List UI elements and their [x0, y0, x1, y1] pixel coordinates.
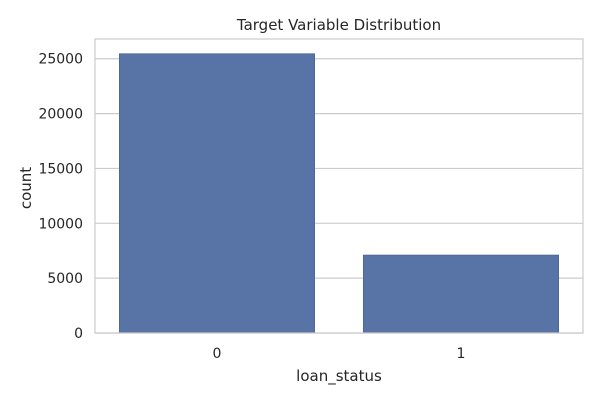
bar-1 [362, 254, 559, 334]
y-tick-label: 25000 [38, 52, 83, 68]
y-tick-label: 10000 [38, 216, 83, 232]
x-axis-title: loan_status [296, 367, 382, 386]
bar-0 [119, 53, 315, 334]
plot-frame [94, 38, 584, 334]
y-axis-title: count [17, 167, 35, 209]
x-tick-label: 0 [213, 346, 222, 362]
bars [119, 53, 559, 334]
y-tick-label: 0 [74, 326, 83, 342]
x-tick-label: 1 [457, 346, 466, 362]
y-tick-labels: 0 5000 10000 15000 20000 25000 [38, 52, 83, 342]
y-tick-label: 15000 [38, 161, 83, 177]
y-tick-label: 20000 [38, 107, 83, 123]
y-tick-label: 5000 [47, 271, 83, 287]
chart-title: Target Variable Distribution [236, 16, 441, 34]
